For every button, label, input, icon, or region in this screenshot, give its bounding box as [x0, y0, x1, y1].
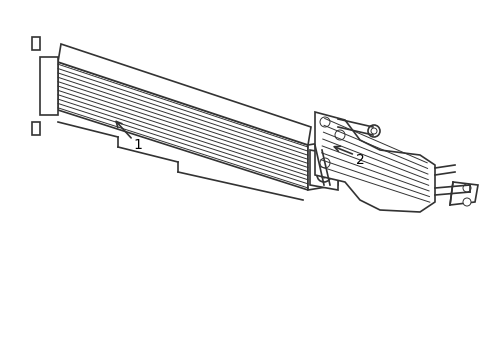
- Circle shape: [334, 130, 345, 140]
- Polygon shape: [449, 182, 477, 205]
- Circle shape: [316, 168, 330, 182]
- Circle shape: [319, 117, 329, 127]
- Polygon shape: [314, 112, 434, 212]
- Polygon shape: [58, 62, 307, 190]
- Polygon shape: [58, 44, 310, 145]
- Circle shape: [462, 198, 470, 206]
- Polygon shape: [307, 140, 337, 190]
- Text: 2: 2: [355, 153, 364, 167]
- Polygon shape: [309, 150, 337, 190]
- Polygon shape: [40, 57, 58, 115]
- Polygon shape: [32, 122, 40, 135]
- Text: 1: 1: [133, 138, 142, 152]
- Circle shape: [319, 158, 329, 168]
- Circle shape: [316, 155, 330, 169]
- Polygon shape: [32, 37, 40, 50]
- Circle shape: [367, 125, 379, 137]
- Circle shape: [462, 184, 470, 192]
